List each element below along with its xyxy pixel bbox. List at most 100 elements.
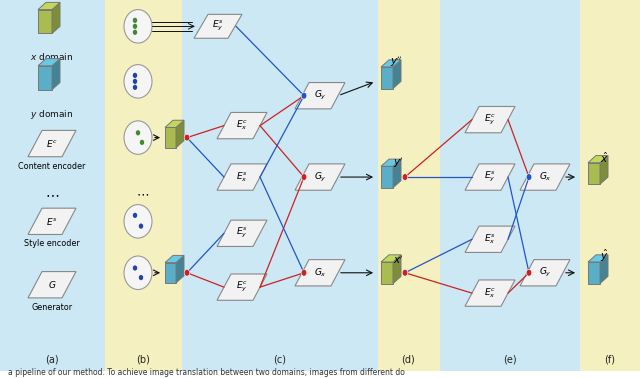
Polygon shape (217, 113, 267, 139)
Polygon shape (217, 220, 267, 246)
Text: $E_x^s$: $E_x^s$ (236, 170, 248, 184)
Bar (440, 0, 580, 371)
Polygon shape (520, 164, 570, 190)
Circle shape (124, 204, 152, 238)
Polygon shape (600, 255, 608, 284)
Circle shape (133, 18, 137, 23)
Text: $E^s$: $E^s$ (46, 216, 58, 227)
Polygon shape (38, 59, 60, 66)
Polygon shape (588, 255, 608, 262)
Polygon shape (176, 256, 184, 283)
Circle shape (526, 270, 532, 276)
Circle shape (184, 134, 190, 141)
Polygon shape (28, 208, 76, 234)
Text: $G_y$: $G_y$ (314, 89, 326, 102)
Text: $\cdots$: $\cdots$ (136, 187, 150, 200)
Bar (378, 0, 440, 371)
Polygon shape (165, 127, 176, 148)
Text: $E^c$: $E^c$ (46, 138, 58, 149)
Text: (a): (a) (45, 354, 59, 364)
Polygon shape (600, 155, 608, 184)
Circle shape (124, 9, 152, 43)
Circle shape (133, 79, 137, 84)
Polygon shape (381, 166, 393, 188)
Circle shape (136, 130, 140, 135)
Text: Content encoder: Content encoder (19, 161, 86, 170)
Polygon shape (465, 164, 515, 190)
Text: $G$: $G$ (48, 279, 56, 290)
Bar (0, 0, 105, 371)
Polygon shape (393, 159, 401, 188)
Text: $E_y^c$: $E_y^c$ (236, 280, 248, 294)
Polygon shape (28, 271, 76, 298)
Circle shape (133, 24, 137, 29)
Bar (580, 0, 640, 371)
Polygon shape (194, 14, 242, 38)
Circle shape (124, 121, 152, 154)
Circle shape (402, 174, 408, 180)
Text: $\hat{x}$: $\hat{x}$ (600, 151, 608, 165)
Text: $y'$: $y'$ (392, 155, 403, 170)
Text: $G_y$: $G_y$ (539, 266, 552, 279)
Circle shape (124, 65, 152, 98)
Polygon shape (165, 120, 184, 127)
Bar (182, 0, 378, 371)
Circle shape (301, 270, 307, 276)
Circle shape (140, 140, 144, 145)
Polygon shape (393, 255, 401, 284)
Text: Style encoder: Style encoder (24, 239, 80, 248)
Text: $E_y^c$: $E_y^c$ (484, 113, 496, 127)
Text: $G_x$: $G_x$ (539, 171, 552, 183)
Circle shape (133, 29, 137, 35)
Polygon shape (381, 262, 393, 284)
Circle shape (124, 256, 152, 290)
Polygon shape (393, 60, 401, 88)
Text: $E_y^s$: $E_y^s$ (484, 170, 496, 184)
Polygon shape (381, 67, 393, 88)
Polygon shape (176, 120, 184, 148)
Polygon shape (38, 2, 60, 9)
Polygon shape (217, 274, 267, 300)
Polygon shape (465, 107, 515, 133)
Polygon shape (38, 66, 52, 90)
Polygon shape (52, 2, 60, 34)
Text: Generator: Generator (31, 303, 72, 312)
Text: $\cdots$: $\cdots$ (45, 187, 59, 201)
Polygon shape (295, 260, 345, 286)
Polygon shape (295, 82, 345, 109)
Polygon shape (165, 263, 176, 283)
Text: (c): (c) (273, 354, 287, 364)
Text: $E_x^c$: $E_x^c$ (236, 119, 248, 132)
Text: $E_x^s$: $E_x^s$ (484, 232, 496, 246)
Polygon shape (295, 164, 345, 190)
Circle shape (139, 275, 143, 280)
Text: a pipeline of our method. To achieve image translation between two domains, imag: a pipeline of our method. To achieve ima… (8, 369, 405, 378)
Polygon shape (588, 155, 608, 163)
Text: (b): (b) (136, 354, 150, 364)
Text: $G_x$: $G_x$ (314, 266, 326, 279)
Circle shape (133, 265, 137, 271)
Polygon shape (165, 256, 184, 263)
Polygon shape (38, 9, 52, 34)
Polygon shape (28, 130, 76, 157)
Circle shape (402, 270, 408, 276)
Circle shape (133, 73, 137, 78)
Text: $E_x^c$: $E_x^c$ (484, 287, 496, 300)
Text: $E_y^s$: $E_y^s$ (212, 19, 224, 33)
Text: (d): (d) (401, 354, 415, 364)
Circle shape (301, 174, 307, 180)
Polygon shape (588, 163, 600, 184)
Circle shape (301, 92, 307, 99)
Text: $\hat{y}$: $\hat{y}$ (600, 248, 608, 264)
Polygon shape (381, 159, 401, 166)
Circle shape (526, 174, 532, 180)
Polygon shape (588, 262, 600, 284)
Text: (f): (f) (605, 354, 616, 364)
Text: (e): (e) (503, 354, 517, 364)
Circle shape (184, 270, 190, 276)
Circle shape (133, 85, 137, 90)
Polygon shape (217, 164, 267, 190)
Polygon shape (52, 59, 60, 90)
Text: $E_y^s$: $E_y^s$ (236, 226, 248, 240)
Polygon shape (381, 255, 401, 262)
